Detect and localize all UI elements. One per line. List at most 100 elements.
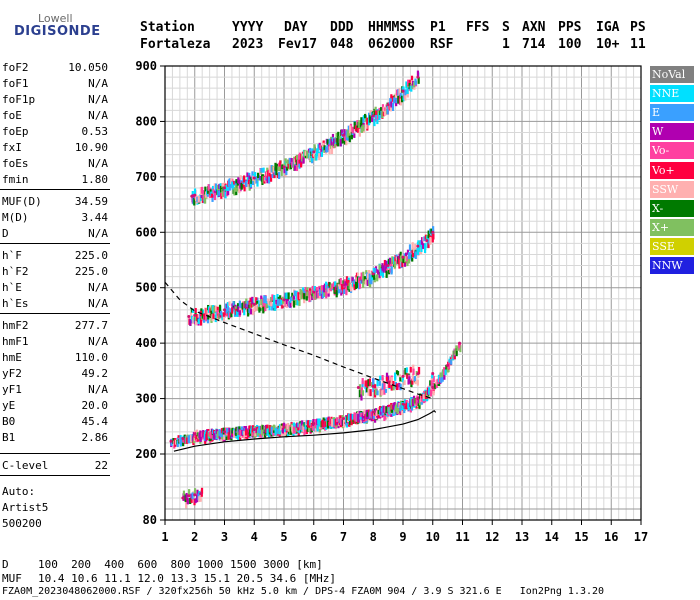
echo-mark <box>199 432 202 439</box>
echo-mark <box>182 490 186 496</box>
echo-mark <box>190 495 193 503</box>
echo-mark <box>265 303 268 309</box>
echo-mark <box>284 300 287 307</box>
echo-mark <box>269 174 273 182</box>
echo-mark <box>243 301 246 309</box>
header-value: 11 <box>630 37 646 52</box>
header-label: IGA <box>596 20 620 35</box>
echo-mark <box>353 279 356 285</box>
trace-point <box>371 114 375 118</box>
echo-mark <box>350 417 353 426</box>
echo-mark <box>406 258 409 267</box>
echo-mark <box>387 266 390 272</box>
echo-mark <box>236 181 239 188</box>
trace-point <box>190 194 194 198</box>
trace-point <box>193 493 197 497</box>
echo-mark <box>383 382 386 390</box>
echo-mark <box>349 413 352 421</box>
echo-mark <box>324 421 327 427</box>
echo-mark <box>194 319 198 326</box>
echo-mark <box>236 428 240 435</box>
echo-mark <box>411 254 414 262</box>
echo-mark <box>259 175 262 181</box>
echo-mark <box>404 368 407 375</box>
echo-mark <box>240 182 243 190</box>
echo-mark <box>388 380 391 389</box>
echo-mark <box>362 276 365 283</box>
echo-mark <box>393 97 396 104</box>
echo-mark <box>268 165 272 173</box>
echo-mark <box>338 418 341 424</box>
echo-mark <box>193 498 196 506</box>
echo-mark <box>226 302 229 310</box>
echo-mark <box>364 116 368 122</box>
echo-mark <box>180 438 183 446</box>
echo-mark <box>447 363 451 369</box>
echo-mark <box>360 117 363 126</box>
echo-mark <box>317 144 320 151</box>
echo-mark <box>347 413 351 422</box>
trace-point <box>181 436 185 440</box>
echo-mark <box>216 310 219 316</box>
echo-mark <box>360 272 363 280</box>
echo-mark <box>392 385 395 391</box>
echo-mark <box>439 372 442 378</box>
echo-mark <box>441 374 444 382</box>
header-label: PPS <box>558 20 582 35</box>
echo-mark <box>411 250 415 258</box>
y-tick-label: 800 <box>135 114 157 128</box>
echo-mark <box>235 310 239 317</box>
echo-mark <box>268 176 271 184</box>
echo-mark <box>204 186 207 195</box>
echo-mark <box>412 364 415 373</box>
echo-mark <box>243 175 246 183</box>
x-tick-label: 1 <box>161 530 168 544</box>
echo-mark <box>251 430 254 436</box>
trace-point <box>401 402 405 406</box>
param-name: foEs <box>2 157 29 170</box>
echo-mark <box>329 142 333 149</box>
echo-mark <box>411 77 414 84</box>
echo-mark <box>239 429 242 437</box>
y-tick-label: 500 <box>135 281 157 295</box>
echo-mark <box>267 424 270 432</box>
echo-mark <box>218 429 221 436</box>
echo-mark <box>347 125 350 133</box>
echo-mark <box>231 427 234 434</box>
echo-mark <box>212 188 215 193</box>
echo-mark <box>330 138 333 146</box>
echo-mark <box>416 379 419 386</box>
trace-point <box>401 89 405 93</box>
param-value: N/A <box>88 281 108 294</box>
trace-point <box>312 290 316 294</box>
echo-mark <box>239 303 243 309</box>
footer-muf-label: MUF <box>2 572 22 585</box>
echo-mark <box>374 110 378 116</box>
echo-mark <box>424 234 427 240</box>
echo-mark <box>376 115 380 120</box>
echo-mark <box>381 383 384 390</box>
echo-mark <box>235 182 238 187</box>
echo-mark <box>353 133 356 138</box>
echo-mark <box>213 433 216 440</box>
echo-mark <box>274 167 277 176</box>
echo-mark <box>343 416 347 423</box>
header-label: AXN <box>522 20 546 35</box>
echo-mark <box>281 425 284 430</box>
echo-mark <box>350 284 353 289</box>
echo-mark <box>383 406 387 413</box>
echo-mark <box>385 376 388 382</box>
echo-mark <box>292 422 295 427</box>
echo-mark <box>399 255 403 262</box>
echo-mark <box>398 88 401 96</box>
echo-mark <box>218 190 221 196</box>
echo-mark <box>330 146 334 155</box>
echo-mark <box>312 425 316 431</box>
param-value: 225.0 <box>74 265 108 278</box>
param-value: 10.050 <box>68 61 108 74</box>
echo-mark <box>250 177 253 184</box>
param-row: yF2 49.2 <box>2 367 108 383</box>
echo-mark <box>414 80 417 86</box>
echo-mark <box>289 427 293 435</box>
echo-mark <box>198 496 201 502</box>
